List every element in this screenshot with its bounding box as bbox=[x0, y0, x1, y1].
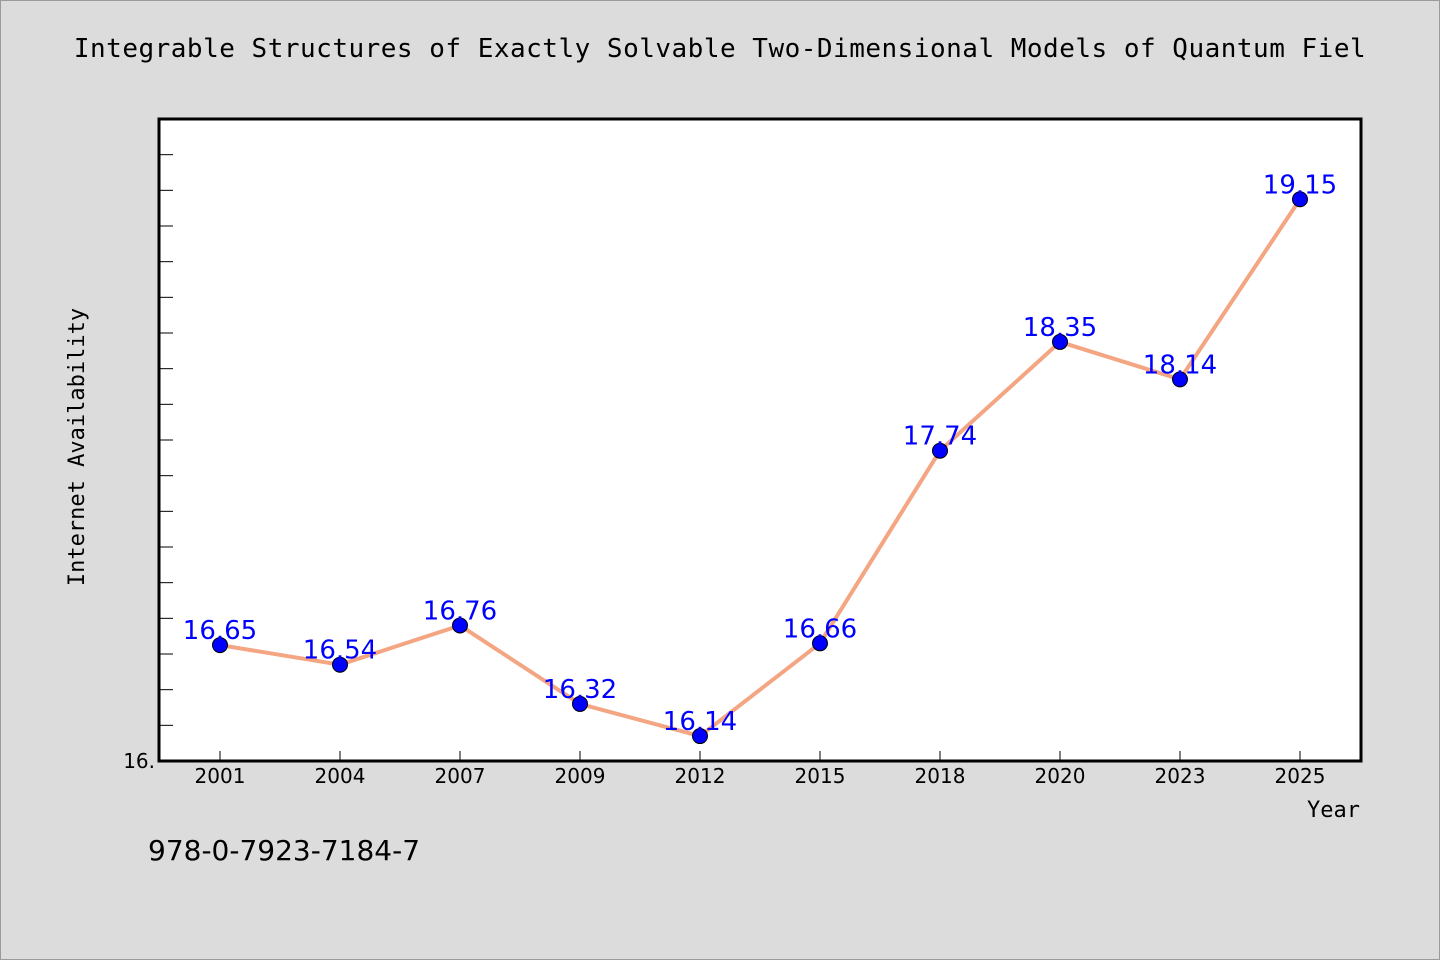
data-label: 17.74 bbox=[903, 422, 977, 452]
data-point bbox=[812, 635, 828, 652]
data-label: 16.14 bbox=[663, 707, 737, 737]
data-label: 19.15 bbox=[1263, 170, 1337, 200]
data-label: 16.65 bbox=[183, 616, 257, 646]
x-tick-label: 2007 bbox=[435, 764, 486, 788]
data-point bbox=[932, 442, 948, 459]
x-tick-label: 2004 bbox=[315, 764, 366, 788]
data-point bbox=[452, 617, 468, 634]
data-point bbox=[212, 637, 228, 654]
x-tick-label: 2012 bbox=[675, 764, 726, 788]
data-label: 16.54 bbox=[303, 636, 377, 666]
data-label: 18.14 bbox=[1143, 350, 1217, 380]
data-point bbox=[332, 656, 348, 673]
x-axis-title: Year bbox=[1307, 798, 1360, 823]
y-tick-label: 16. bbox=[123, 749, 155, 773]
isbn-label: 978-0-7923-7184-7 bbox=[148, 834, 421, 867]
x-tick-label: 2015 bbox=[795, 764, 846, 788]
y-axis-ticks bbox=[159, 154, 173, 726]
data-point bbox=[1292, 191, 1308, 208]
data-label: 16.76 bbox=[423, 596, 497, 626]
series-layer bbox=[212, 191, 1308, 745]
data-point bbox=[692, 728, 708, 745]
data-label: 18.35 bbox=[1023, 313, 1097, 343]
x-tick-label: 2001 bbox=[195, 764, 246, 788]
data-point bbox=[1172, 371, 1188, 388]
x-axis-ticks: 2001 2004 2007 2009 2012 2015 2018 2020 2023 2025 bbox=[195, 751, 1326, 788]
x-tick-label: 2023 bbox=[1155, 764, 1206, 788]
series-line bbox=[219, 198, 1302, 739]
data-point bbox=[572, 695, 588, 712]
data-labels: 16.65 16.54 16.76 16.32 16.14 16.66 17.74 18.35… bbox=[183, 170, 1337, 737]
chart-title: Integrable Structures of Exactly Solvabl… bbox=[73, 34, 1367, 64]
plot-area bbox=[157, 117, 1363, 763]
x-tick-label: 2009 bbox=[555, 764, 606, 788]
x-tick-label: 2020 bbox=[1035, 764, 1086, 788]
data-label: 16.32 bbox=[543, 675, 617, 705]
data-label: 16.66 bbox=[783, 614, 857, 644]
y-axis-title: Internet Availability bbox=[65, 308, 90, 586]
x-tick-label: 2025 bbox=[1275, 764, 1326, 788]
x-tick-label: 2018 bbox=[915, 764, 966, 788]
data-point bbox=[1052, 333, 1068, 350]
